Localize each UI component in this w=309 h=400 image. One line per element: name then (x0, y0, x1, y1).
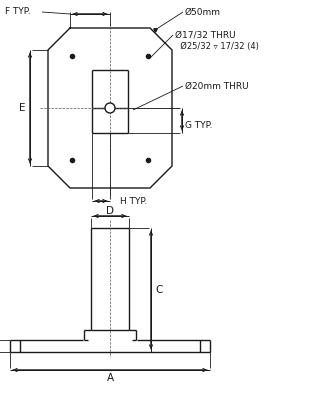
Text: E: E (19, 103, 26, 113)
Text: A: A (106, 373, 114, 383)
Text: D: D (106, 206, 114, 216)
Text: H TYP.: H TYP. (120, 196, 147, 206)
Text: F TYP.: F TYP. (5, 8, 31, 16)
Circle shape (105, 103, 115, 113)
Text: Ø50mm: Ø50mm (185, 8, 221, 16)
Text: Ø20mm THRU: Ø20mm THRU (185, 82, 249, 90)
Text: G TYP.: G TYP. (185, 120, 213, 130)
Text: Ø17/32 THRU: Ø17/32 THRU (175, 30, 236, 40)
Text: Ø25/32 ▿ 17/32 (4): Ø25/32 ▿ 17/32 (4) (175, 42, 259, 50)
Text: C: C (155, 285, 163, 295)
